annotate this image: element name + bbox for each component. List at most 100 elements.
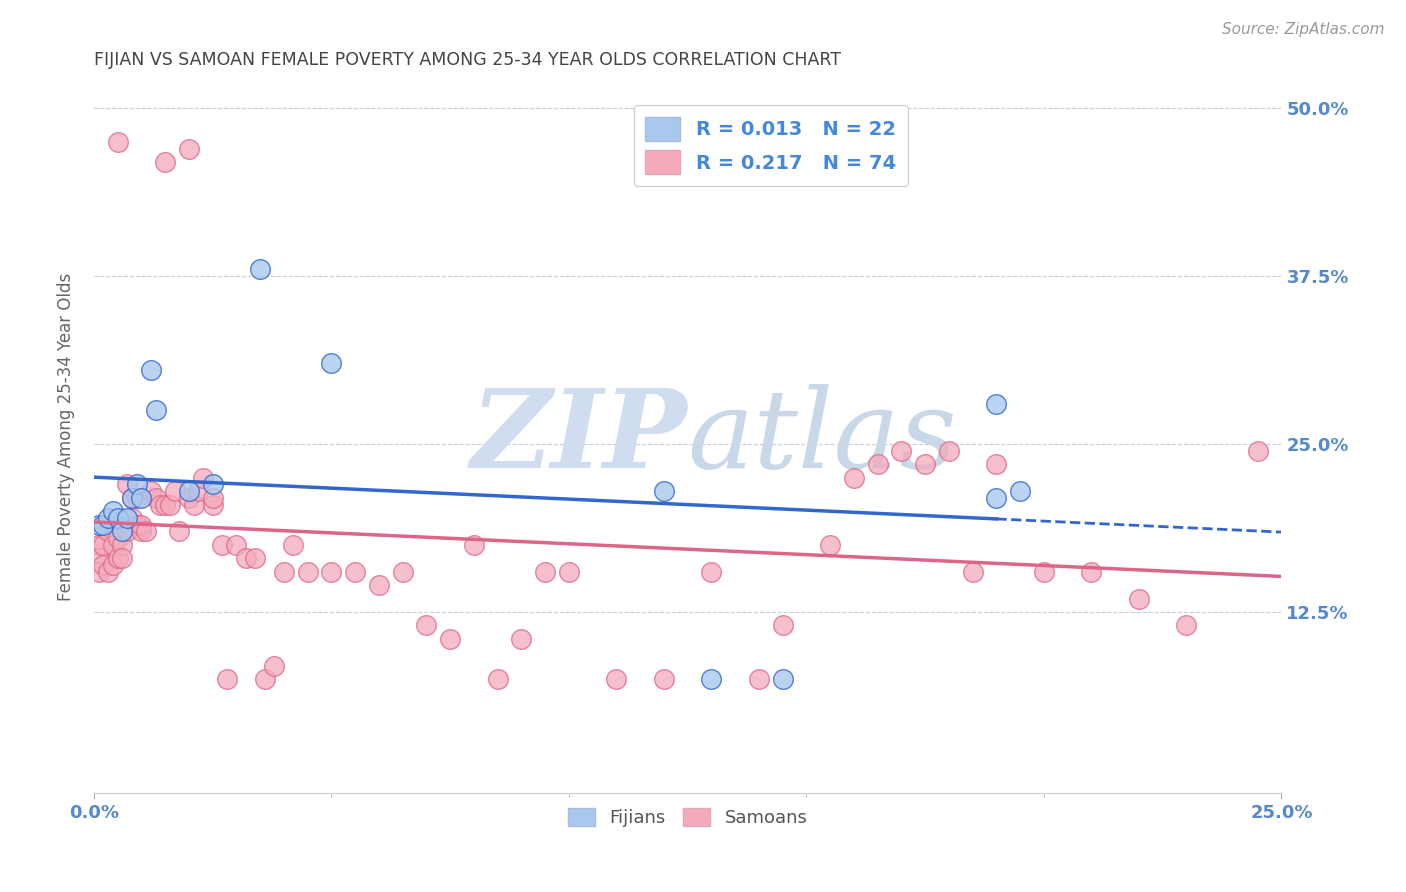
- Point: [1175, 618, 1198, 632]
- Point: [235, 551, 257, 566]
- Point: [183, 498, 205, 512]
- Point: [139, 363, 162, 377]
- Point: [1128, 591, 1150, 606]
- Text: Source: ZipAtlas.com: Source: ZipAtlas.com: [1222, 22, 1385, 37]
- Point: [107, 511, 129, 525]
- Point: [321, 356, 343, 370]
- Point: [101, 538, 124, 552]
- Point: [107, 551, 129, 566]
- Y-axis label: Female Poverty Among 25-34 Year Olds: Female Poverty Among 25-34 Year Olds: [58, 273, 75, 601]
- Point: [652, 672, 675, 686]
- Point: [344, 565, 367, 579]
- Point: [121, 491, 143, 505]
- Point: [1010, 484, 1032, 499]
- Point: [439, 632, 461, 646]
- Point: [93, 538, 115, 552]
- Point: [866, 457, 889, 471]
- Point: [115, 477, 138, 491]
- Point: [700, 672, 723, 686]
- Point: [107, 135, 129, 149]
- Point: [87, 517, 110, 532]
- Point: [145, 491, 167, 505]
- Point: [986, 457, 1008, 471]
- Point: [115, 511, 138, 525]
- Point: [145, 403, 167, 417]
- Point: [97, 524, 120, 539]
- Point: [153, 155, 176, 169]
- Point: [1080, 565, 1102, 579]
- Legend: Fijians, Samoans: Fijians, Samoans: [561, 800, 815, 834]
- Point: [169, 524, 191, 539]
- Text: ZIP: ZIP: [471, 384, 688, 491]
- Point: [890, 443, 912, 458]
- Point: [605, 672, 627, 686]
- Point: [87, 551, 110, 566]
- Point: [249, 262, 271, 277]
- Point: [97, 565, 120, 579]
- Point: [938, 443, 960, 458]
- Point: [107, 531, 129, 545]
- Point: [111, 538, 134, 552]
- Point: [245, 551, 267, 566]
- Point: [486, 672, 509, 686]
- Point: [149, 498, 172, 512]
- Point: [115, 524, 138, 539]
- Point: [962, 565, 984, 579]
- Point: [193, 470, 215, 484]
- Point: [87, 538, 110, 552]
- Point: [121, 511, 143, 525]
- Point: [415, 618, 437, 632]
- Point: [111, 551, 134, 566]
- Point: [131, 524, 153, 539]
- Point: [211, 538, 233, 552]
- Point: [177, 141, 200, 155]
- Point: [159, 498, 181, 512]
- Point: [93, 558, 115, 572]
- Point: [87, 565, 110, 579]
- Point: [914, 457, 936, 471]
- Point: [263, 658, 285, 673]
- Point: [1032, 565, 1054, 579]
- Point: [818, 538, 841, 552]
- Point: [177, 491, 200, 505]
- Point: [131, 491, 153, 505]
- Point: [163, 484, 186, 499]
- Point: [700, 565, 723, 579]
- Point: [121, 491, 143, 505]
- Point: [534, 565, 557, 579]
- Point: [131, 517, 153, 532]
- Point: [201, 498, 224, 512]
- Point: [283, 538, 305, 552]
- Point: [986, 491, 1008, 505]
- Point: [558, 565, 581, 579]
- Point: [273, 565, 295, 579]
- Point: [139, 484, 162, 499]
- Point: [391, 565, 413, 579]
- Text: atlas: atlas: [688, 384, 957, 491]
- Point: [225, 538, 247, 552]
- Point: [253, 672, 276, 686]
- Point: [297, 565, 319, 579]
- Point: [93, 517, 115, 532]
- Point: [187, 484, 209, 499]
- Point: [748, 672, 770, 686]
- Point: [125, 477, 148, 491]
- Point: [201, 491, 224, 505]
- Point: [177, 484, 200, 499]
- Point: [201, 477, 224, 491]
- Point: [125, 491, 148, 505]
- Point: [772, 618, 794, 632]
- Point: [125, 517, 148, 532]
- Text: FIJIAN VS SAMOAN FEMALE POVERTY AMONG 25-34 YEAR OLDS CORRELATION CHART: FIJIAN VS SAMOAN FEMALE POVERTY AMONG 25…: [94, 51, 841, 69]
- Point: [1247, 443, 1270, 458]
- Point: [463, 538, 485, 552]
- Point: [321, 565, 343, 579]
- Point: [510, 632, 533, 646]
- Point: [135, 524, 157, 539]
- Point: [986, 397, 1008, 411]
- Point: [153, 498, 176, 512]
- Point: [215, 672, 238, 686]
- Point: [101, 504, 124, 518]
- Point: [101, 558, 124, 572]
- Point: [368, 578, 391, 592]
